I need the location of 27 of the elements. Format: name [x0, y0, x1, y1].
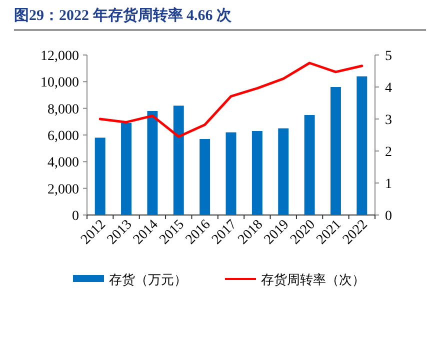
y-tick-label: 2,000 [48, 182, 79, 198]
bar [252, 131, 262, 215]
y2-tick-label: 0 [385, 209, 392, 224]
bar [330, 87, 341, 215]
y2-tick-label: 1 [385, 177, 392, 192]
bar [121, 123, 132, 215]
bar [278, 128, 289, 215]
bar [94, 138, 106, 215]
legend-label: 存货周转率（次） [261, 272, 365, 287]
y-tick-label: 12,000 [40, 49, 79, 64]
y-tick-label: 4,000 [48, 156, 79, 171]
legend-label: 存货（万元） [109, 272, 187, 287]
y-tick-label: 6,000 [48, 129, 79, 144]
bar [226, 132, 236, 215]
y-tick-label: 8,000 [48, 102, 79, 118]
bar [200, 139, 210, 215]
y2-tick-label: 5 [385, 49, 392, 64]
y2-tick-label: 3 [385, 113, 392, 128]
bar [147, 111, 158, 215]
chart-title: 图29：2022 年存货周转率 4.66 次 [14, 6, 232, 24]
y-tick-label: 0 [72, 209, 79, 224]
y-tick-label: 10,000 [40, 76, 79, 91]
y2-tick-label: 4 [385, 81, 392, 96]
bar [304, 115, 315, 215]
bar [173, 106, 184, 215]
bar [356, 76, 368, 215]
y2-tick-label: 2 [385, 145, 392, 160]
